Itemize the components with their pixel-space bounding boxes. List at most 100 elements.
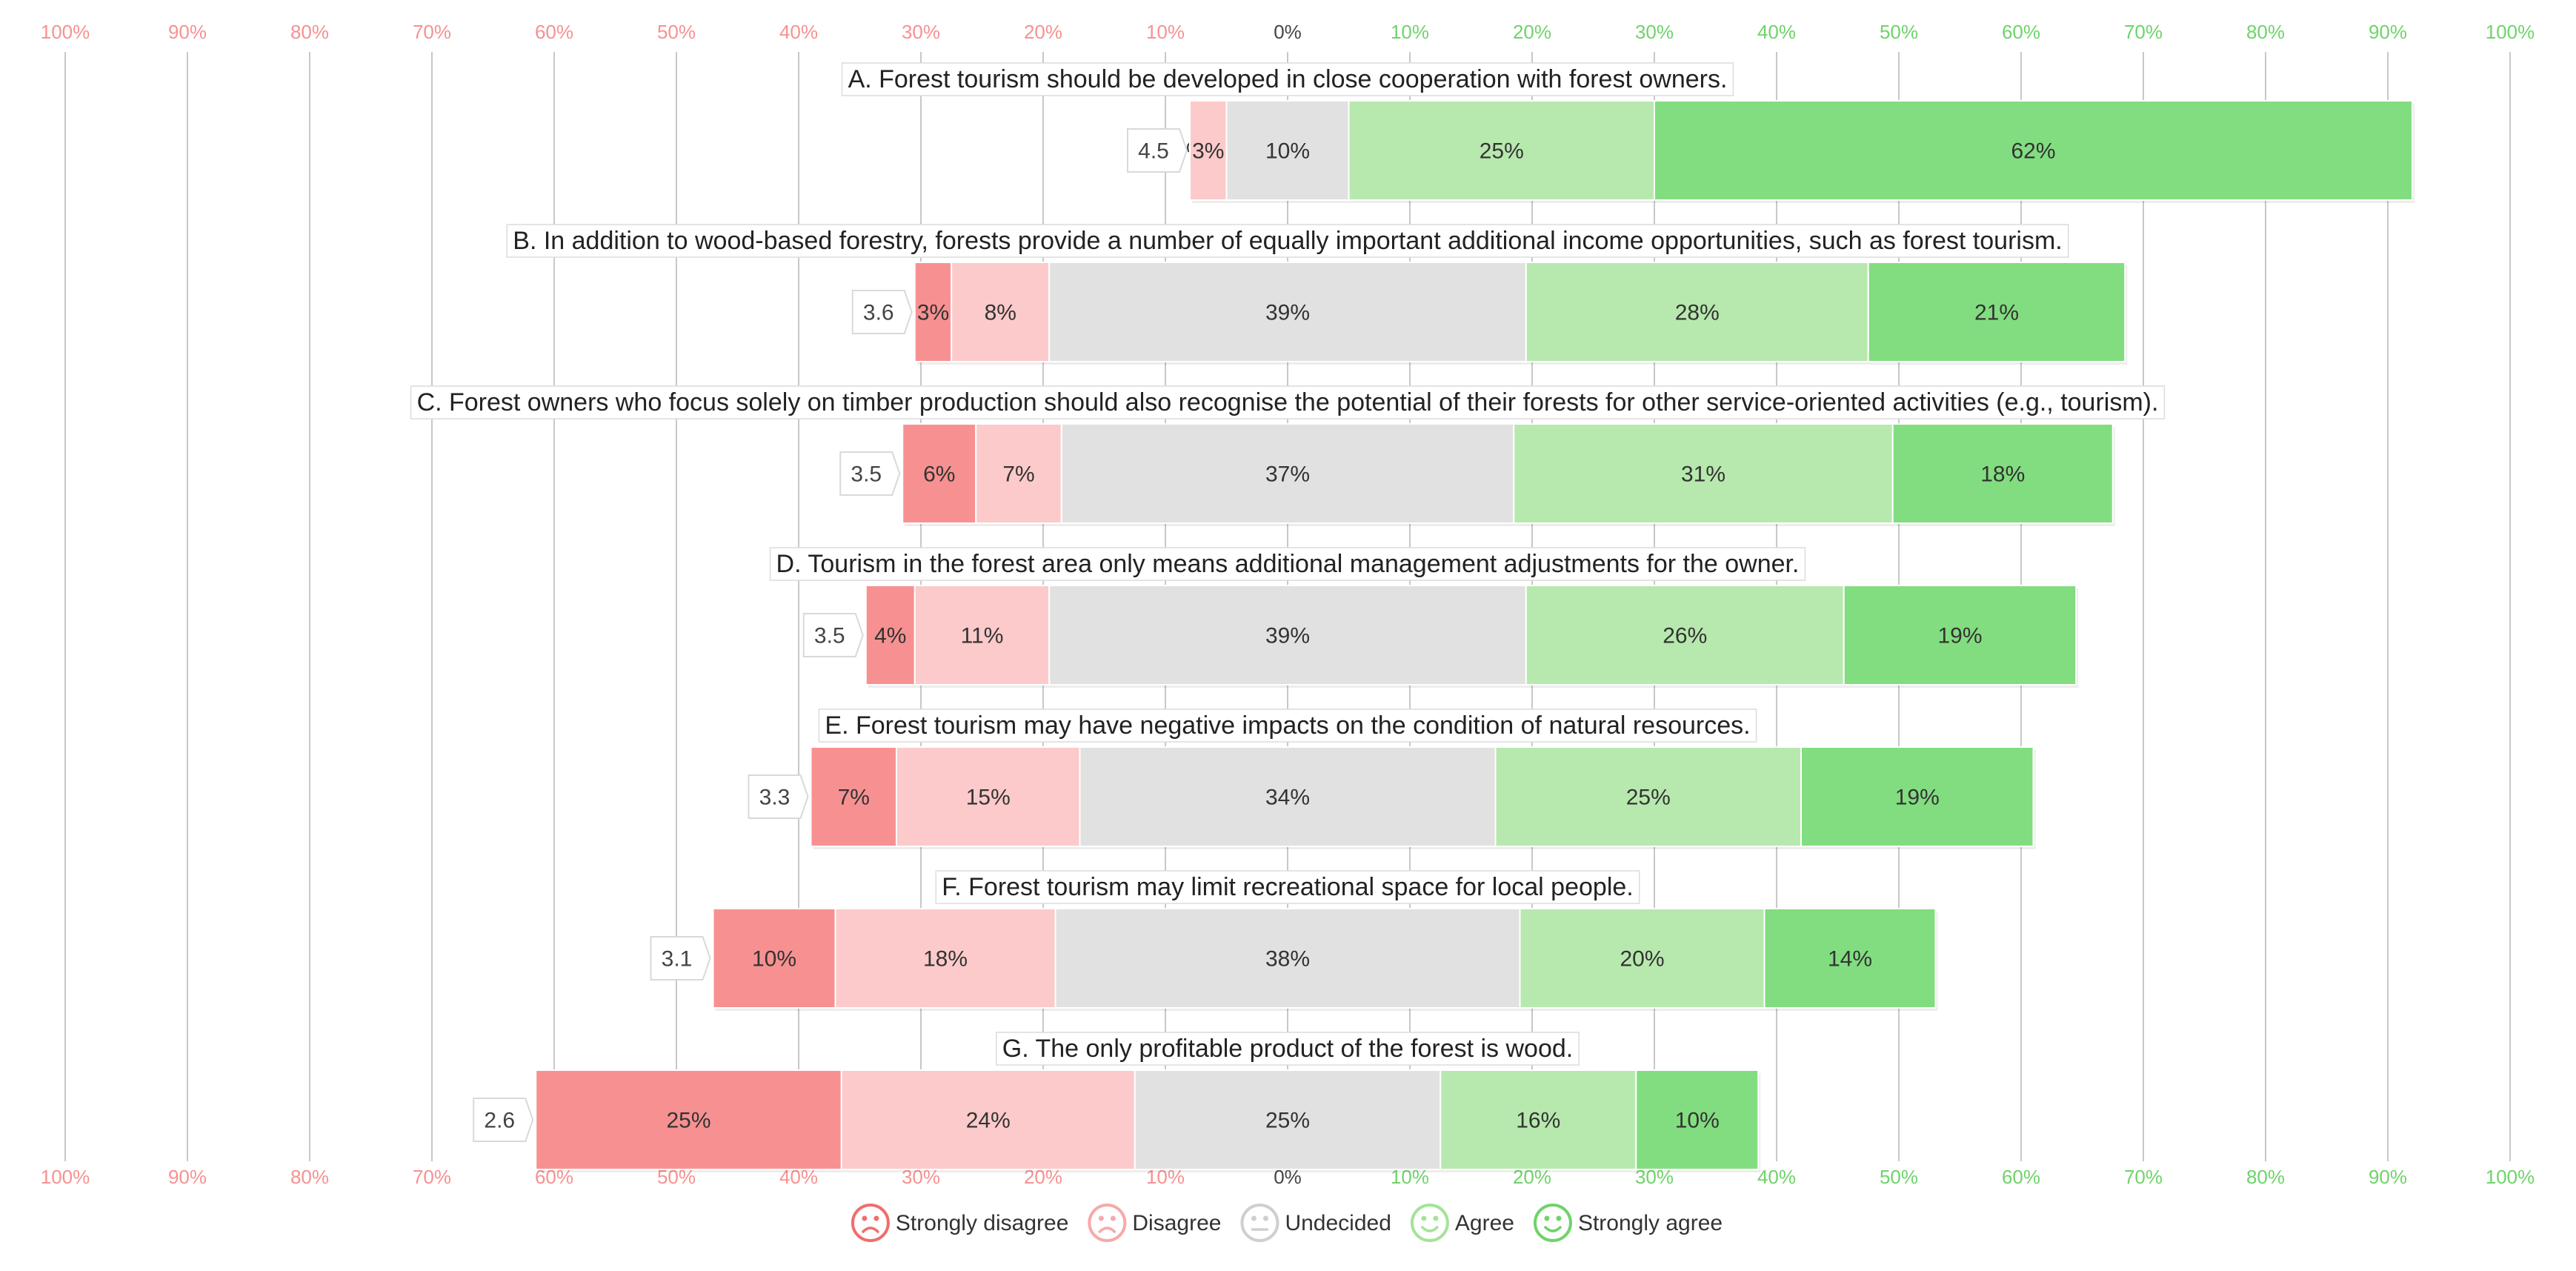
bar-value-label: 26% [1663,624,1707,648]
top-tick-label: 30% [1635,21,1674,43]
item-row: 25%24%25%16%10%2.6G. The only profitable… [473,1032,1760,1172]
icon-eye [1251,1216,1257,1221]
item-label: B. In addition to wood-based forestry, f… [513,227,2062,255]
bar-value-label: 7% [1002,462,1034,487]
bar-value-label: 21% [1974,301,2019,325]
top-tick-label: 0% [1274,21,1302,43]
neutral-face-icon [1242,1205,1277,1241]
icon-face [1089,1205,1125,1241]
bar-value-label: 14% [1828,947,1872,972]
bar-value-label: 28% [1675,301,1720,325]
bar-value-label: 39% [1265,624,1310,648]
bottom-tick-label: 40% [1757,1166,1796,1188]
top-tick-label: 60% [2002,21,2040,43]
sad-face-icon [1089,1205,1125,1241]
bottom-tick-label: 70% [413,1166,451,1188]
bar-value-label: 38% [1265,947,1310,972]
bar-value-label: 31% [1681,462,1725,487]
icon-eye [1099,1216,1104,1221]
item-row: 7%15%34%25%19%3.3E. Forest tourism may h… [749,709,2036,849]
bar-value-label: 15% [966,786,1011,810]
icon-eye [1433,1216,1438,1221]
icon-eye [1556,1216,1561,1221]
top-tick-label: 50% [657,21,696,43]
legend-label: Agree [1455,1211,1514,1235]
top-tick-label: 20% [1024,21,1062,43]
top-tick-label: 90% [2369,21,2407,43]
legend-item: Disagree [1089,1205,1221,1241]
smile-face-icon [1412,1205,1448,1241]
item-row: 3%8%39%28%21%3.6B. In addition to wood-b… [507,225,2127,365]
bar-value-label: 10% [1265,139,1310,164]
top-tick-label: 90% [168,21,207,43]
mean-value: 3.5 [851,462,882,487]
bar-value-label: 25% [1265,1109,1310,1133]
icon-face [1242,1205,1277,1241]
top-tick-label: 50% [1880,21,1918,43]
bottom-tick-label: 80% [2246,1166,2285,1188]
mean-value: 3.5 [814,624,845,648]
bar-value-label: 6% [923,462,955,487]
top-tick-label: 10% [1146,21,1185,43]
top-tick-label: 10% [1391,21,1429,43]
bar-value-label: 4% [874,624,906,648]
item-label: E. Forest tourism may have negative impa… [825,711,1750,740]
item-row: 0%3%10%25%62%4.5A. Forest tourism should… [842,63,2414,203]
bar-value-label: 10% [752,947,796,972]
item-label: D. Tourism in the forest area only means… [776,550,1800,578]
bars: 0%3%10%25%62%4.5A. Forest tourism should… [411,63,2414,1172]
bar-value-label: 62% [2011,139,2055,164]
bottom-tick-label: 50% [1880,1166,1918,1188]
icon-face [1412,1205,1448,1241]
bottom-tick-label: 80% [290,1166,329,1188]
mean-value: 4.5 [1138,139,1169,164]
legend-label: Disagree [1132,1211,1221,1235]
icon-eye [873,1216,879,1221]
item-label: G. The only profitable product of the fo… [1002,1035,1573,1063]
smile-face-icon [1535,1205,1571,1241]
bar-value-label: 39% [1265,301,1310,325]
bar-value-label: 3% [917,301,949,325]
legend-item: Undecided [1242,1205,1391,1241]
sad-face-icon [853,1205,888,1241]
legend-label: Undecided [1285,1211,1391,1235]
bottom-tick-label: 70% [2124,1166,2163,1188]
bar-value-label: 11% [961,624,1004,648]
bar-value-label: 10% [1675,1109,1720,1133]
top-tick-label: 40% [1757,21,1796,43]
legend-item: Strongly disagree [853,1205,1068,1241]
top-tick-label: 80% [290,21,329,43]
mean-value: 3.1 [662,947,693,972]
item-label: C. Forest owners who focus solely on tim… [417,388,2159,417]
bar-value-label: 19% [1937,624,1982,648]
icon-face [1535,1205,1571,1241]
bar-value-label: 16% [1516,1109,1560,1133]
bar-value-label: 18% [923,947,968,972]
top-tick-label: 30% [902,21,940,43]
bar-value-label: 25% [1626,786,1671,810]
top-tick-label: 40% [779,21,818,43]
mean-value: 2.6 [484,1109,515,1133]
top-tick-label: 60% [535,21,573,43]
bottom-tick-label: 100% [2486,1166,2535,1188]
bar-value-label: 20% [1620,947,1664,972]
legend: Strongly disagree Disagree Undecided Agree S… [853,1205,1723,1241]
bottom-tick-label: 60% [2002,1166,2040,1188]
item-row: 4% 11% 39% 26% 19% 3.5 D. Tourism in the fores… [771,548,2079,688]
icon-eye [1421,1216,1426,1221]
icon-eye [862,1216,867,1221]
bar-value-label: 25% [1480,139,1524,164]
legend-item: Strongly agree [1535,1205,1723,1241]
mean-value: 3.6 [863,301,894,325]
mean-value: 3.3 [759,786,791,810]
bar-value-label: 18% [1980,462,2025,487]
icon-eye [1111,1216,1116,1221]
bottom-tick-label: 100% [41,1166,90,1188]
bar-value-label: 7% [838,786,870,810]
top-tick-label: 80% [2246,21,2285,43]
top-tick-label: 100% [41,21,90,43]
bar-value-label: 37% [1265,462,1310,487]
item-row: 6% 7% 37% 31% 18% 3.5 C. Forest owners who foc… [411,386,2165,526]
item-label: F. Forest tourism may limit recreational… [942,873,1633,901]
